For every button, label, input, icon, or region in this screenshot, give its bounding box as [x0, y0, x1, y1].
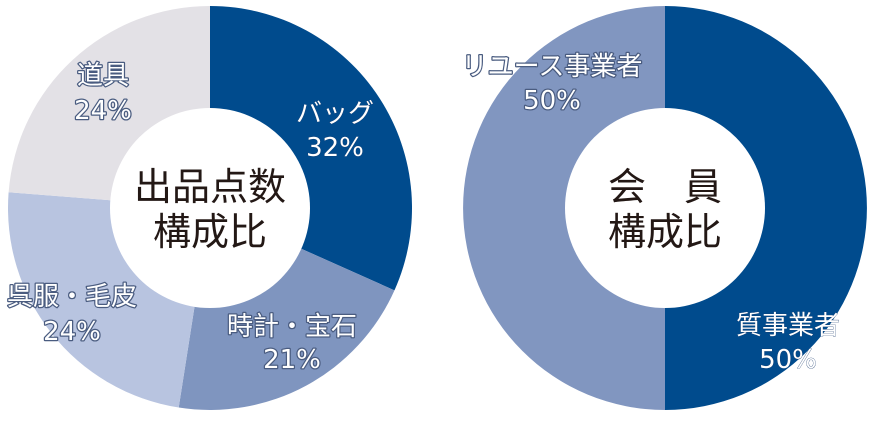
slice-reuse-business: [463, 6, 665, 410]
slice-value-pawn-business: 50%: [759, 345, 817, 375]
slice-value-kimono-fur: 24%: [43, 317, 101, 347]
slice-value-reuse-business: 50%: [523, 86, 581, 116]
slice-value-tools: 24%: [74, 96, 132, 126]
slice-value-watch-jewelry: 21%: [263, 345, 321, 375]
slice-label-kimono-fur: 呉服・毛皮: [7, 282, 137, 312]
left-donut-hole: [110, 108, 310, 308]
left-center-label-line-1: 出品点数: [134, 165, 286, 209]
slice-label-tools: 道具: [77, 61, 129, 91]
right-donut-slices: [463, 6, 867, 410]
right-center-label-line-2: 構成比: [608, 210, 722, 254]
slice-label-reuse-business: リユース事業者: [462, 52, 643, 82]
left-center-label-line-2: 構成比: [153, 210, 267, 254]
slice-label-watch-jewelry: 時計・宝石: [227, 312, 357, 342]
right-center-label-line-1: 会 員: [608, 165, 722, 209]
slice-label-bag: バッグ: [296, 99, 374, 129]
slice-pawn-business: [665, 6, 867, 410]
slice-label-pawn-business: 質事業者: [736, 311, 840, 341]
slice-value-bag: 32%: [306, 133, 364, 163]
chart-right-donut: 会 員 構成比 質事業者 50% リユース事業者 50%: [460, 6, 867, 410]
right-donut-hole: [565, 108, 765, 308]
chart-left-donut: 出品点数 構成比 バッグ 32% 時計・宝石 21% 呉服・毛皮 24% 道具 …: [6, 6, 412, 410]
